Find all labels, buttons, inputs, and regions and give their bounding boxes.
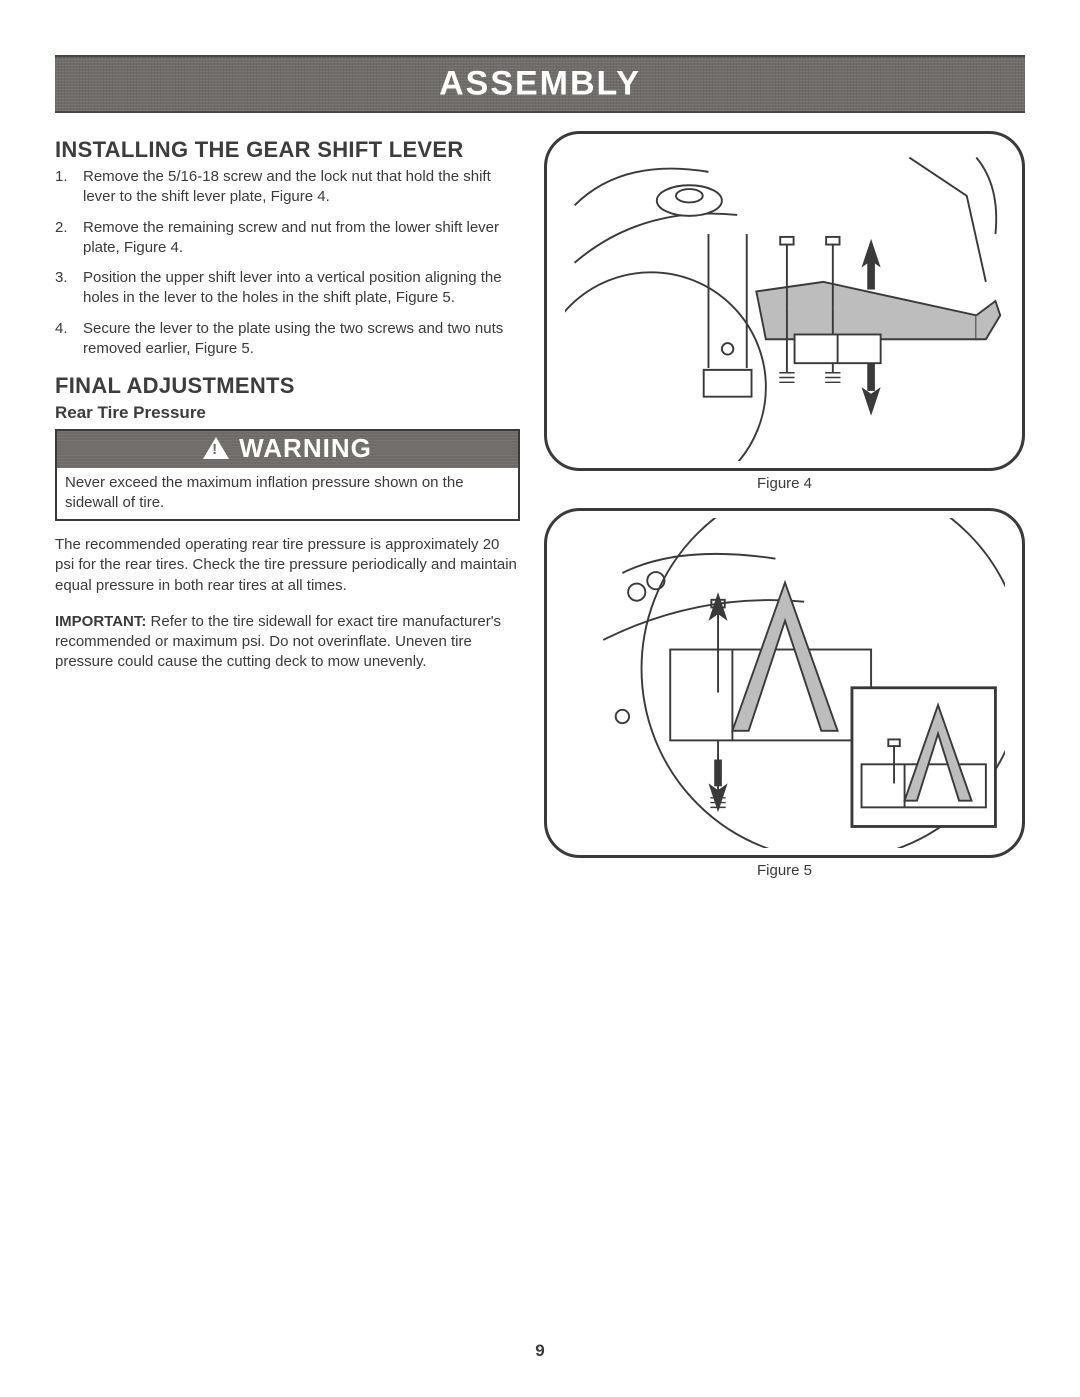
warning-text: Never exceed the maximum inflation press… — [57, 468, 518, 519]
figure-5-frame — [544, 508, 1025, 858]
right-column: Figure 4 — [544, 131, 1025, 895]
rear-tire-subheading: Rear Tire Pressure — [55, 403, 520, 423]
final-heading: FINAL ADJUSTMENTS — [55, 373, 520, 399]
assembly-banner: ASSEMBLY — [55, 55, 1025, 113]
warning-triangle-icon — [203, 437, 229, 459]
important-prefix: IMPORTANT: — [55, 613, 151, 630]
para-pressure: The recommended operating rear tire pres… — [55, 535, 520, 596]
two-column-layout: INSTALLING THE GEAR SHIFT LEVER Remove t… — [55, 131, 1025, 895]
figure-4-illustration — [565, 141, 1005, 461]
install-steps: Remove the 5/16-18 screw and the lock nu… — [55, 167, 520, 359]
step-2: Remove the remaining screw and nut from … — [55, 218, 520, 259]
page-number: 9 — [0, 1341, 1080, 1361]
left-column: INSTALLING THE GEAR SHIFT LEVER Remove t… — [55, 131, 520, 895]
warning-box: WARNING Never exceed the maximum inflati… — [55, 429, 520, 521]
figure-4-caption: Figure 4 — [544, 475, 1025, 492]
warning-label: WARNING — [239, 433, 372, 464]
step-3: Position the upper shift lever into a ve… — [55, 268, 520, 309]
step-1: Remove the 5/16-18 screw and the lock nu… — [55, 167, 520, 208]
banner-title: ASSEMBLY — [55, 65, 1025, 104]
figure-4-frame — [544, 131, 1025, 471]
figure-5-caption: Figure 5 — [544, 862, 1025, 879]
figure-5-illustration — [565, 518, 1005, 848]
install-heading: INSTALLING THE GEAR SHIFT LEVER — [55, 137, 520, 163]
para-important: IMPORTANT: Refer to the tire sidewall fo… — [55, 612, 520, 673]
step-4: Secure the lever to the plate using the … — [55, 319, 520, 360]
warning-header: WARNING — [57, 431, 518, 468]
